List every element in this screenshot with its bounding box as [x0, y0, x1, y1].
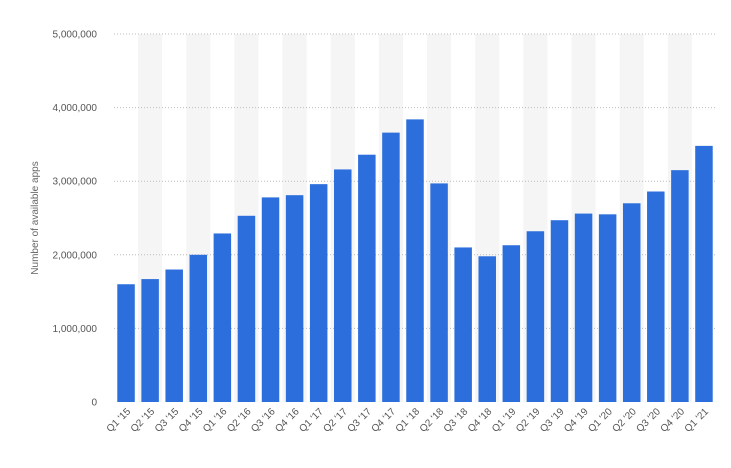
- y-tick-label: 1,000,000: [53, 324, 98, 335]
- bar: [237, 215, 256, 402]
- x-tick-label: Q1 '17: [297, 406, 326, 435]
- y-axis-tick-labels: 0 1,000,000 2,000,000 3,000,000 4,000,000 5,0…: [53, 30, 98, 409]
- bar: [141, 279, 159, 402]
- bar: [622, 203, 641, 402]
- bars: [117, 119, 713, 402]
- bar: [117, 284, 135, 402]
- bar: [189, 254, 208, 402]
- x-tick-label: Q1 '19: [490, 406, 519, 435]
- x-tick-label: Q4 '19: [562, 406, 591, 435]
- bar: [478, 256, 496, 402]
- x-tick-label: Q4 '18: [466, 406, 495, 435]
- bar: [550, 220, 569, 402]
- y-tick-label: 2,000,000: [53, 250, 98, 261]
- x-tick-label: Q3 '16: [249, 406, 278, 435]
- x-tick-label: Q3 '19: [538, 406, 567, 435]
- x-tick-label: Q2 '17: [321, 406, 350, 435]
- x-tick-label: Q1 '18: [394, 406, 423, 435]
- bar: [213, 233, 232, 402]
- bar: [502, 245, 521, 402]
- y-tick-label: 0: [91, 398, 97, 409]
- bar: [285, 195, 304, 402]
- y-axis-title: Number of available apps: [30, 161, 41, 274]
- x-tick-label: Q3 '18: [442, 406, 471, 435]
- x-tick-label: Q3 '15: [153, 406, 182, 435]
- y-tick-label: 4,000,000: [53, 103, 98, 114]
- bar: [695, 145, 713, 402]
- bar: [454, 247, 472, 402]
- y-tick-label: 3,000,000: [53, 177, 98, 188]
- bar: [382, 132, 400, 402]
- bar: [309, 184, 328, 402]
- x-tick-label: Q1 '16: [201, 406, 230, 435]
- x-tick-label: Q2 '15: [129, 406, 158, 435]
- x-tick-label: Q4 '20: [659, 406, 688, 435]
- x-tick-label: Q1 '20: [586, 406, 615, 435]
- x-tick-label: Q3 '17: [346, 406, 375, 435]
- bar: [671, 170, 689, 402]
- x-tick-label: Q4 '15: [177, 406, 206, 435]
- bar: [598, 214, 617, 402]
- x-tick-label: Q4 '17: [370, 406, 399, 435]
- bar: [526, 231, 545, 402]
- x-tick-label: Q4 '16: [273, 406, 302, 435]
- x-tick-label: Q2 '20: [610, 406, 639, 435]
- bar: [406, 119, 424, 402]
- bar: [165, 269, 183, 402]
- bar: [334, 169, 352, 402]
- x-tick-label: Q3 '20: [635, 406, 664, 435]
- bar: [430, 183, 448, 402]
- x-tick-label: Q1 '15: [105, 406, 134, 435]
- bar: [647, 191, 665, 402]
- bar: [261, 197, 280, 402]
- x-tick-label: Q2 '19: [514, 406, 543, 435]
- x-tick-label: Q2 '16: [225, 406, 254, 435]
- x-tick-label: Q1 '21: [683, 406, 712, 435]
- bar: [358, 154, 376, 402]
- x-tick-label: Q2 '18: [418, 406, 447, 435]
- y-tick-label: 5,000,000: [53, 30, 98, 41]
- bar: [574, 213, 593, 402]
